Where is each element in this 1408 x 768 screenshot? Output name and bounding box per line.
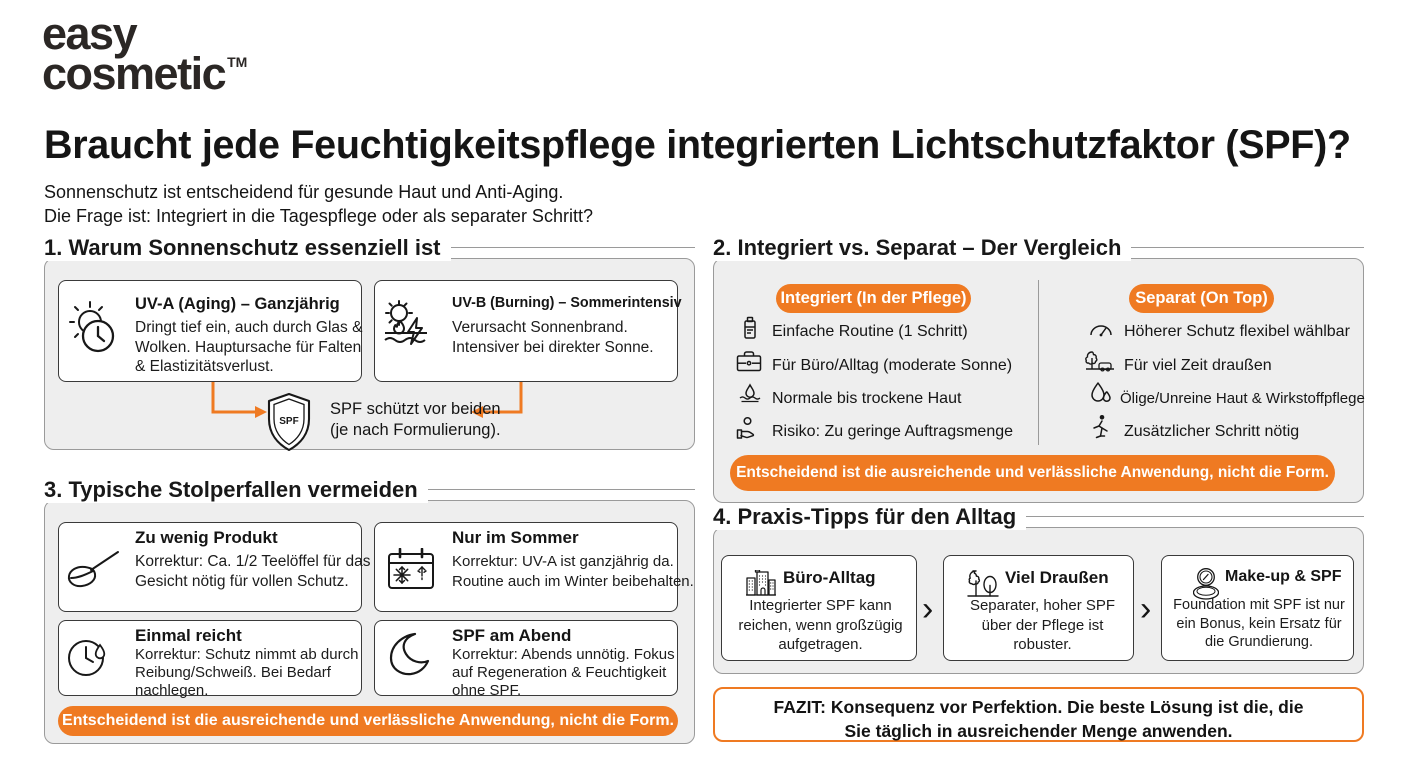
svg-text:SPF: SPF: [279, 416, 298, 427]
